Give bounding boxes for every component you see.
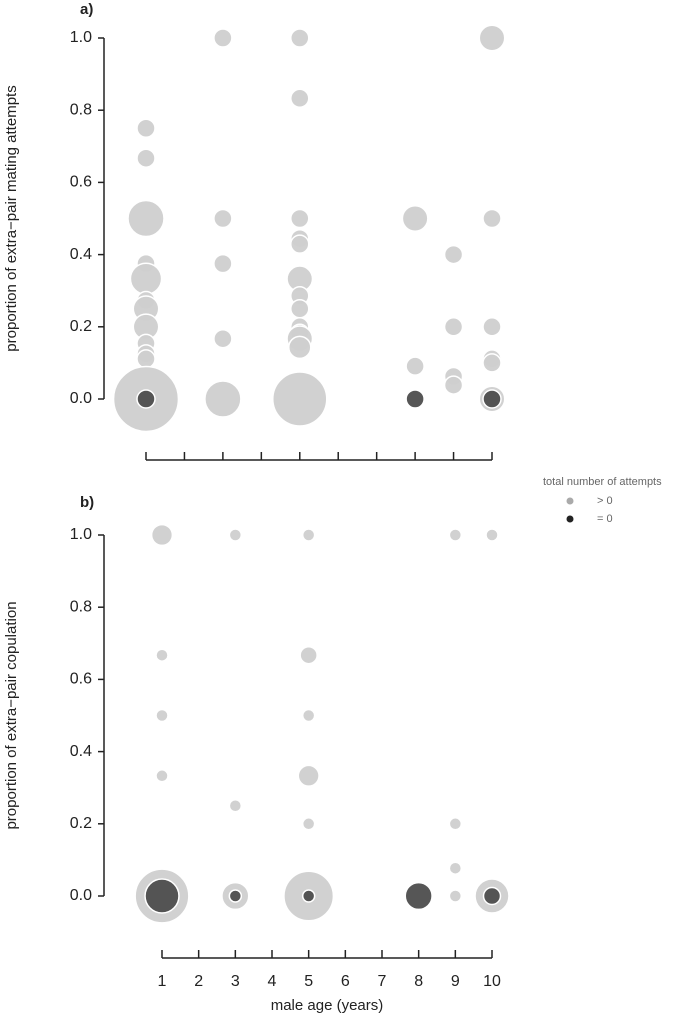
y-tick-label: 0.8 [70,598,92,615]
y-tick-label: 0.4 [70,743,92,760]
y-tick-label: 0.0 [70,390,92,407]
x-axis-label: male age (years) [271,997,384,1014]
bubble [136,118,156,138]
bubble [301,528,316,542]
bubble [228,889,243,903]
x-tick-label: 5 [304,973,313,990]
bubble [127,199,165,238]
bubble [478,24,506,52]
x-tick-label: 1 [158,973,167,990]
bubble [448,528,463,542]
bubble [155,769,169,783]
bubble [290,28,310,48]
bubble [290,234,310,254]
bubble [485,528,499,542]
bubble [213,28,233,48]
bubble [204,380,242,418]
x-tick-label: 6 [341,973,350,990]
legend-title: total number of attempts [543,476,662,488]
x-tick-label: 10 [483,973,501,990]
bubble [288,335,312,360]
x-tick-label: 8 [414,973,423,990]
bubble [213,253,233,274]
bubble [290,88,310,109]
x-tick-label: 7 [378,973,387,990]
bubble [405,356,425,376]
y-tick-label: 0.2 [70,318,92,335]
y-tick-label: 0.6 [70,174,92,191]
bubble [443,317,464,337]
y-axis-label: proportion of extra−pair mating attempts [3,85,20,351]
bubble [404,881,433,911]
bubble [129,262,163,296]
bubble [301,889,316,903]
bubble [443,375,464,395]
legend-label: > 0 [597,495,613,507]
y-tick-label: 1.0 [70,526,92,543]
bubble [401,205,429,232]
bubble [482,317,502,337]
x-tick-label: 3 [231,973,240,990]
bubble [297,764,320,787]
bubble [228,528,243,542]
bubble [136,148,156,168]
bubble [272,371,328,427]
y-tick-label: 1.0 [70,29,92,46]
bubble [155,708,169,723]
y-tick-label: 0.0 [70,887,92,904]
bubble [228,799,243,813]
legend-swatch [566,497,574,505]
bubble [290,299,310,319]
bubble [301,708,316,723]
bubble [482,389,502,409]
y-tick-label: 0.6 [70,671,92,688]
bubble [136,389,156,409]
bubble [448,889,463,903]
bubble [448,817,463,831]
y-axis-label: proportion of extra−pair copulation [3,601,20,829]
bubble [290,208,310,229]
legend-label: = 0 [597,513,613,525]
bubble [136,349,156,369]
legend-swatch [566,515,574,523]
bubble [482,886,502,906]
bubble [482,353,502,373]
panel-label: a) [80,1,93,18]
y-tick-label: 0.4 [70,246,92,263]
bubble [155,648,169,662]
bubble [443,244,464,265]
bubble [213,328,233,349]
x-tick-label: 4 [268,973,277,990]
bubble [482,208,502,229]
bubble [150,523,174,547]
y-tick-label: 0.8 [70,101,92,118]
bubble [299,645,318,665]
bubble [405,389,425,409]
bubble [301,817,316,831]
y-tick-label: 0.2 [70,815,92,832]
panel-label: b) [80,494,94,511]
bubble [448,861,463,875]
bubble [213,208,233,229]
x-tick-label: 2 [194,973,203,990]
bubble [144,878,180,914]
x-tick-label: 9 [451,973,460,990]
